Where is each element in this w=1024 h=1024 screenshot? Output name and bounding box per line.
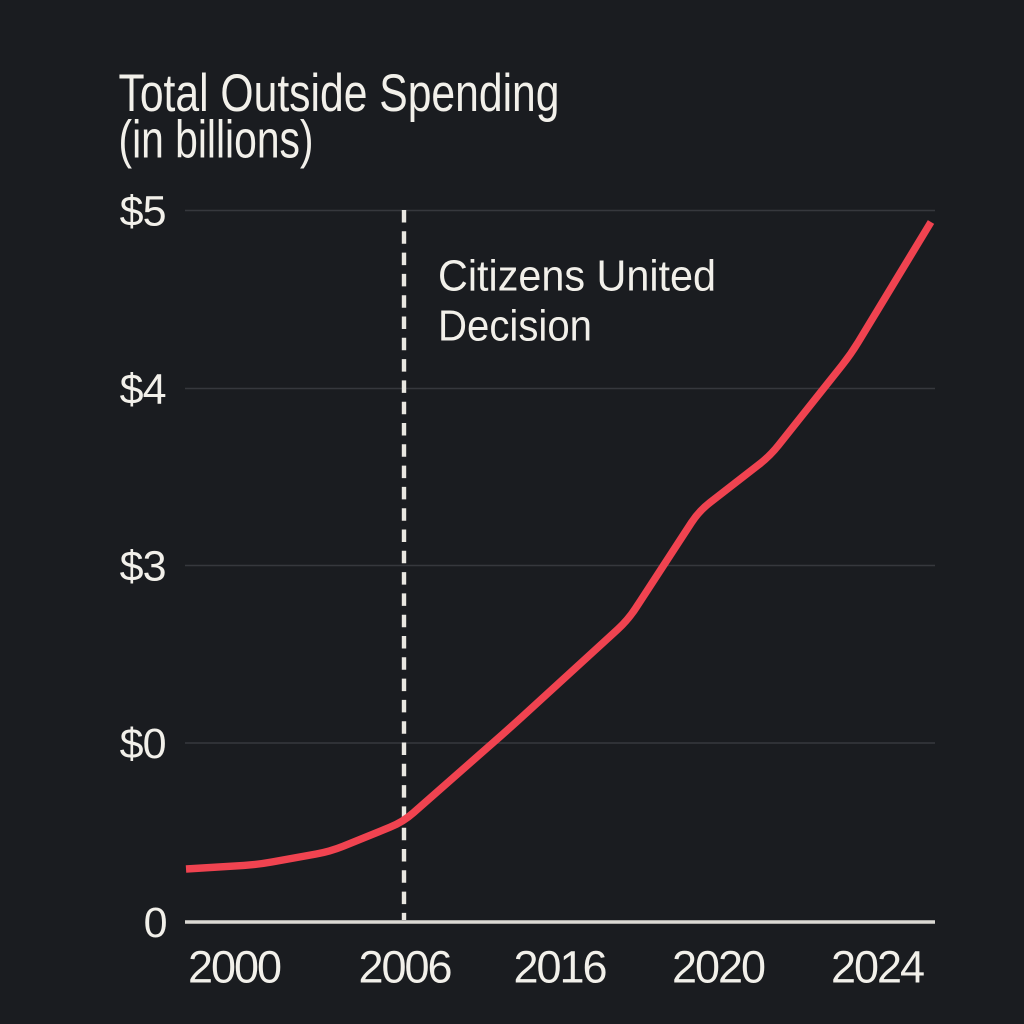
- svg-text:2024: 2024: [831, 942, 924, 993]
- svg-text:Decision: Decision: [438, 302, 592, 351]
- svg-text:2020: 2020: [672, 942, 765, 993]
- svg-text:2000: 2000: [188, 942, 281, 993]
- svg-text:0: 0: [144, 899, 167, 947]
- svg-text:$3: $3: [120, 543, 166, 591]
- svg-text:$5: $5: [120, 188, 166, 236]
- svg-text:$4: $4: [120, 366, 166, 414]
- svg-text:2006: 2006: [358, 942, 451, 993]
- svg-text:Citizens United: Citizens United: [438, 252, 716, 301]
- svg-text:2016: 2016: [513, 942, 606, 993]
- svg-text:(in billions): (in billions): [119, 111, 314, 170]
- svg-text:Total Outside Spending: Total Outside Spending: [119, 64, 560, 123]
- svg-text:$0: $0: [120, 720, 166, 768]
